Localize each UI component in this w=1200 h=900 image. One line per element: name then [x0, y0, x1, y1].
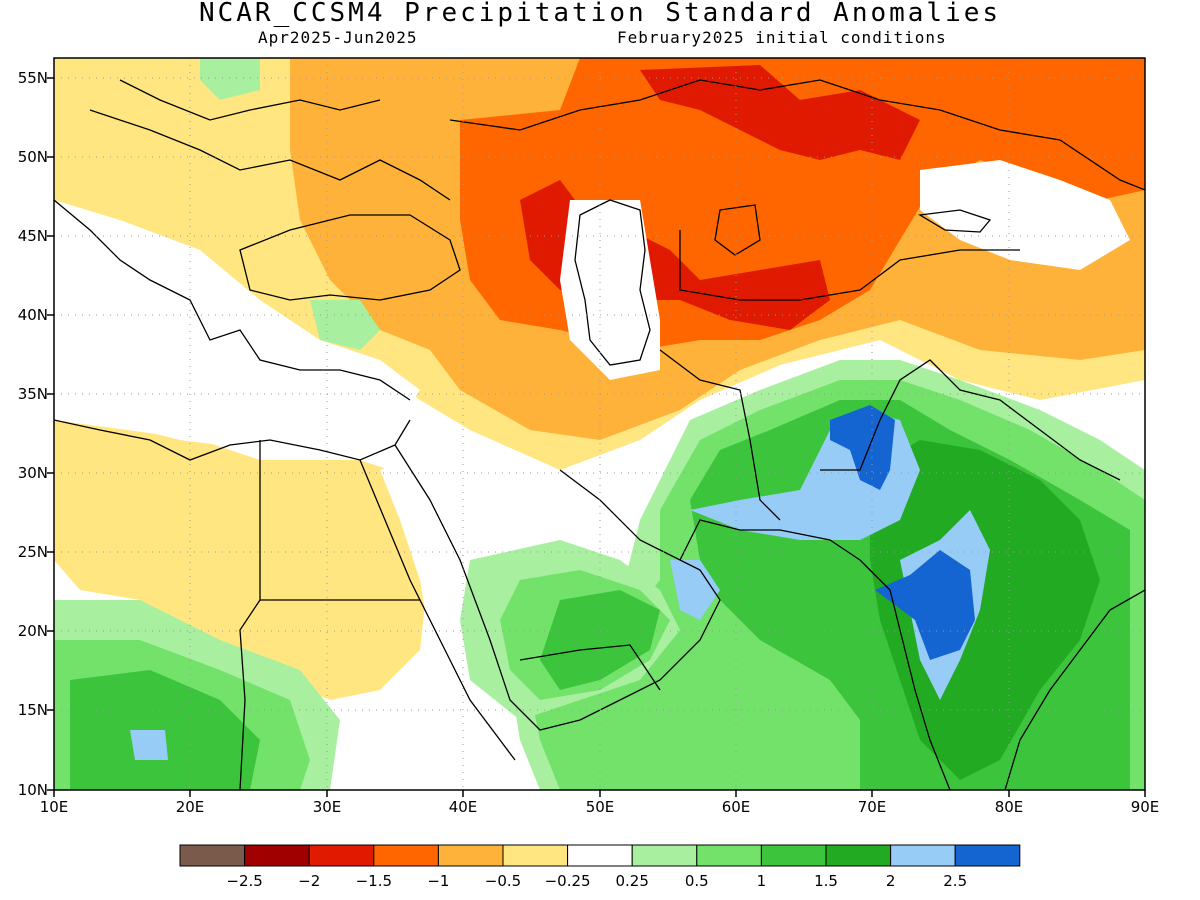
lon-label: 50E	[586, 798, 615, 816]
lon-label: 20E	[176, 798, 205, 816]
legend-swatch	[954, 844, 1021, 867]
lat-label: 55N	[18, 69, 48, 87]
gridlines	[54, 58, 1145, 790]
coast-caspian-sea	[574, 199, 651, 366]
coast-arabia-south	[579, 559, 721, 721]
lat-label: 30N	[18, 464, 48, 482]
legend-swatch	[760, 844, 827, 867]
coast-arabia-west	[394, 444, 581, 731]
legend-swatch	[502, 844, 569, 867]
legend-swatch	[631, 844, 698, 867]
wet-strong-region-india	[870, 440, 1100, 780]
legend-label: −2.5	[226, 872, 262, 890]
coast-persian-gulf	[559, 469, 861, 561]
coast-red-sea	[359, 459, 516, 761]
border-kazakhstan-south	[679, 230, 1020, 301]
lat-label: 10N	[18, 781, 48, 799]
lon-label: 30E	[313, 798, 342, 816]
lat-label: 35N	[18, 385, 48, 403]
border-europe-2	[119, 79, 381, 121]
legend-swatch	[244, 844, 310, 867]
border-iran-east	[659, 349, 781, 521]
legend-label: −0.5	[485, 872, 521, 890]
coast-balkhash-lake	[918, 209, 992, 233]
lat-label: 15N	[18, 701, 48, 719]
legend-swatch	[179, 844, 246, 867]
dry-strong-region-kazakhstan	[640, 65, 920, 160]
coast-mediterranean-north	[54, 199, 411, 401]
axis-ticks	[47, 77, 1146, 797]
lat-label: 25N	[18, 543, 48, 561]
wet-weak-region-baltic	[200, 58, 260, 100]
legend-swatch	[308, 844, 375, 867]
coast-aral-sea	[714, 204, 761, 256]
anomaly-field-layer	[54, 58, 1145, 790]
longitude-labels: 10E 20E 30E 40E 50E 60E 70E 80E 90E	[40, 798, 1160, 816]
border-pakistan-india	[820, 359, 1121, 481]
neutral-region-mediterranean	[54, 200, 420, 450]
coast-india-west	[859, 559, 951, 790]
border-yemen	[519, 644, 661, 691]
legend-swatch	[890, 844, 956, 867]
legend-swatch	[437, 844, 504, 867]
lat-label: 50N	[18, 148, 48, 166]
legend-label: −0.25	[545, 872, 591, 890]
border-europe	[89, 109, 451, 201]
latitude-labels: 55N 50N 45N 40N 35N 30N 25N 20N 15N 10N	[18, 69, 48, 799]
coast-india-east	[1004, 589, 1145, 790]
legend-swatch	[373, 844, 439, 867]
lon-label: 90E	[1131, 798, 1160, 816]
color-legend	[179, 844, 1021, 867]
neutral-region-mongolia	[920, 160, 1130, 270]
very-wet-region-chad	[130, 730, 168, 760]
neutral-region-caspian	[560, 200, 660, 380]
legend-swatch	[825, 844, 892, 867]
legend-swatch	[567, 844, 633, 867]
legend-label: 1.5	[814, 872, 838, 890]
legend-label: 0.25	[615, 872, 648, 890]
lon-label: 80E	[995, 798, 1024, 816]
border-central-asia	[449, 79, 1145, 191]
map-title: NCAR_CCSM4 Precipitation Standard Anomal…	[198, 0, 1002, 28]
lon-label: 70E	[858, 798, 887, 816]
forecast-period: Apr2025-Jun2025	[258, 28, 418, 47]
wet-weak-region-anatolia	[310, 300, 380, 350]
extreme-wet-region-pakistan	[830, 405, 895, 490]
lon-label: 40E	[449, 798, 478, 816]
legend-label: 2.5	[943, 872, 967, 890]
lat-label: 45N	[18, 227, 48, 245]
lon-label: 60E	[722, 798, 751, 816]
legend-label: 1	[757, 872, 767, 890]
legend-labels: −2.5 −2 −1.5 −1 −0.5 −0.25 0.25 0.5 1 1.5 2 2.5	[226, 872, 967, 890]
lat-label: 20N	[18, 622, 48, 640]
coast-black-sea	[239, 214, 461, 301]
legend-label: −2	[298, 872, 320, 890]
lon-label: 10E	[40, 798, 69, 816]
legend-label: −1	[427, 872, 449, 890]
border-saudi	[239, 440, 261, 790]
legend-label: 0.5	[685, 872, 709, 890]
lat-label: 40N	[18, 306, 48, 324]
initial-conditions: February2025 initial conditions	[617, 28, 947, 47]
very-wet-region-gulf	[670, 560, 720, 620]
coastline-layer	[54, 79, 1145, 790]
dry-mild-region-africa	[54, 420, 430, 700]
extreme-wet-region-india	[875, 550, 975, 660]
legend-swatch	[696, 844, 762, 867]
coast-africa-north	[54, 419, 411, 461]
legend-label: −1.5	[356, 872, 392, 890]
legend-label: 2	[886, 872, 896, 890]
